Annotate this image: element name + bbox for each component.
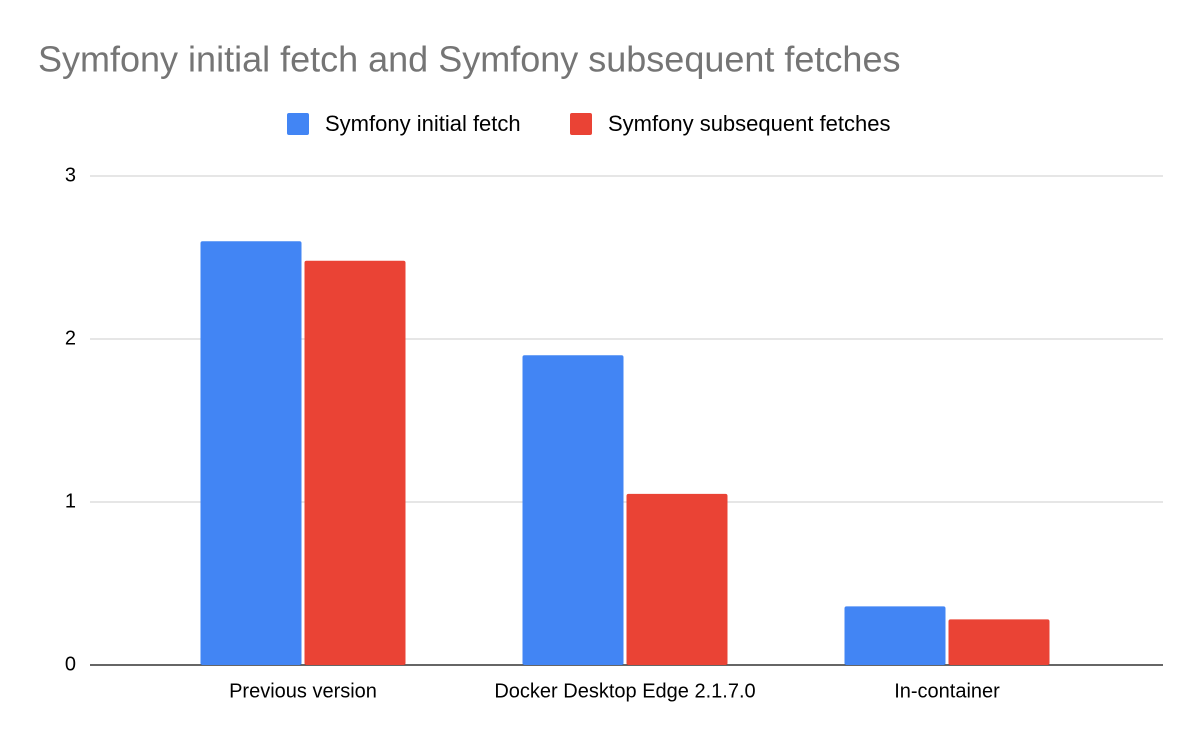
bar <box>522 355 624 665</box>
legend-swatch <box>287 113 309 135</box>
legend-swatch <box>570 113 592 135</box>
x-tick-label: Previous version <box>229 680 377 702</box>
chart-title: Symfony initial fetch and Symfony subseq… <box>38 39 900 80</box>
x-tick-label: Docker Desktop Edge 2.1.7.0 <box>494 680 755 702</box>
bar <box>304 260 406 665</box>
legend-label: Symfony subsequent fetches <box>608 111 891 136</box>
x-tick-label: In-container <box>894 680 1000 702</box>
y-tick-label: 0 <box>65 653 76 675</box>
y-tick-label: 3 <box>65 164 76 186</box>
bar <box>626 493 728 665</box>
legend-label: Symfony initial fetch <box>325 111 521 136</box>
y-tick-label: 1 <box>65 490 76 512</box>
bar <box>844 606 946 665</box>
bar <box>200 241 302 665</box>
y-tick-label: 2 <box>65 327 76 349</box>
bar <box>948 619 1050 665</box>
